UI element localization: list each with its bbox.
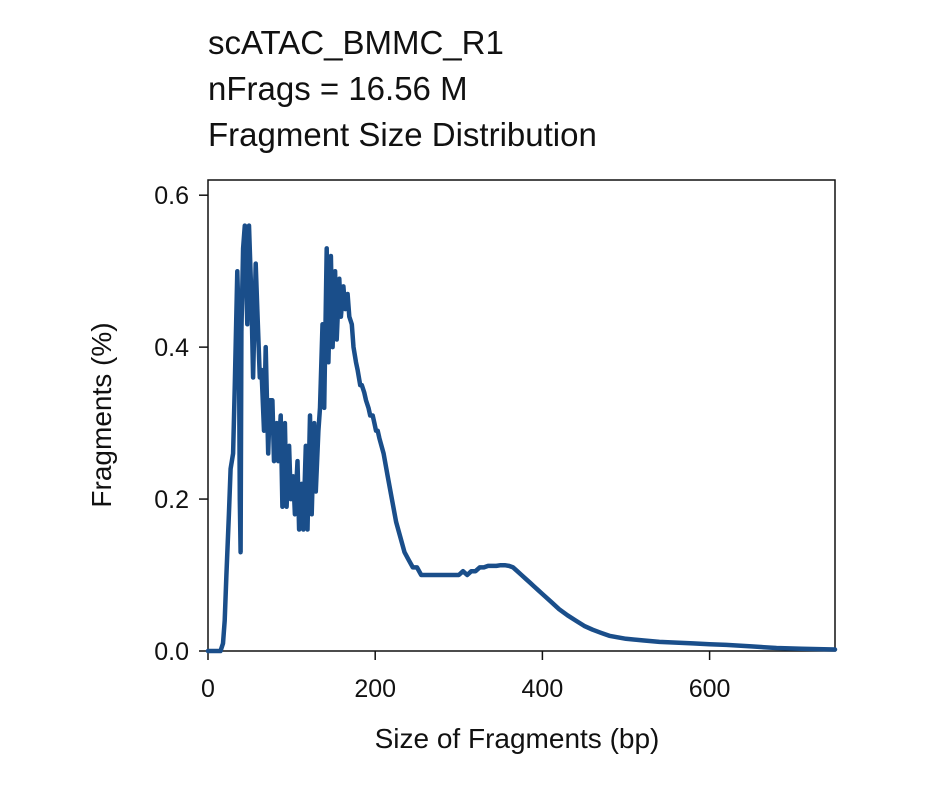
x-tick-label: 600 <box>689 675 731 703</box>
title-line-1: scATAC_BMMC_R1 <box>208 24 504 61</box>
x-tick-label: 0 <box>201 675 215 703</box>
series-line <box>205 223 838 654</box>
x-axis: 0 200 400 600 <box>201 651 730 703</box>
y-axis-title: Fragments (%) <box>86 322 117 507</box>
title-line-3: Fragment Size Distribution <box>208 116 597 153</box>
y-tick-label: 0.0 <box>154 638 189 666</box>
y-axis: 0.0 0.2 0.4 0.6 <box>154 182 208 666</box>
chart-title: scATAC_BMMC_R1 nFrags = 16.56 M Fragment… <box>208 20 597 158</box>
x-tick-label: 200 <box>354 675 396 703</box>
x-axis-title: Size of Fragments (bp) <box>375 723 660 754</box>
title-line-2: nFrags = 16.56 M <box>208 70 468 107</box>
y-tick-label: 0.2 <box>154 486 189 514</box>
y-tick-label: 0.4 <box>154 334 189 362</box>
x-tick-label: 400 <box>522 675 564 703</box>
y-tick-label: 0.6 <box>154 182 189 210</box>
plot-frame <box>207 179 836 652</box>
